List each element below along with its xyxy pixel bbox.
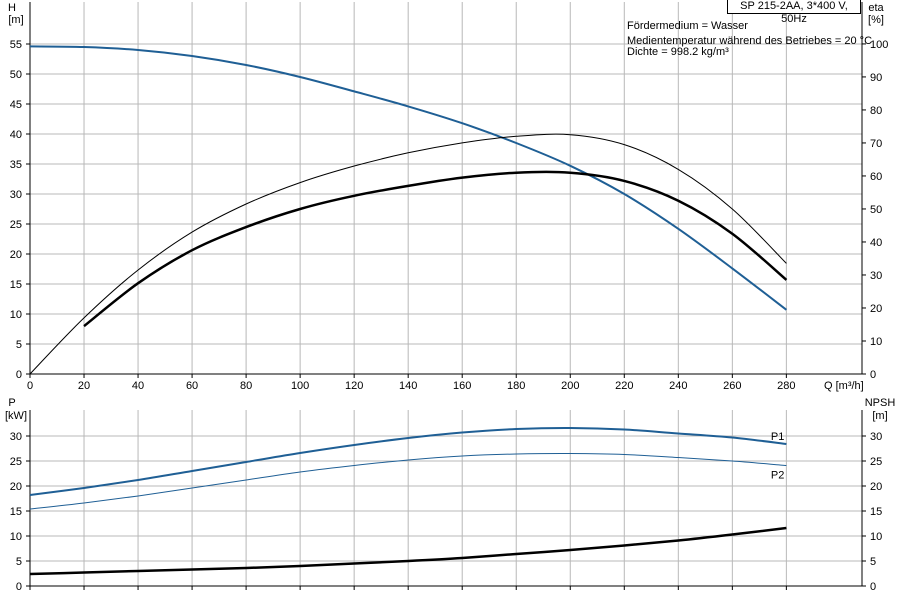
x-tick-label: 180 xyxy=(507,380,525,392)
y-left-axis-unit: [m] xyxy=(8,14,23,26)
y-left-tick-label: 5 xyxy=(16,339,22,351)
y-right-tick-label: 5 xyxy=(870,556,876,568)
x-tick-label: 200 xyxy=(561,380,579,392)
y-left-tick-label: 30 xyxy=(10,189,22,201)
y-left-axis-title: H xyxy=(8,2,16,14)
series-label-p1: P1 xyxy=(771,431,784,443)
x-tick-label: 120 xyxy=(345,380,363,392)
y-left-tick-label: 15 xyxy=(10,506,22,518)
x-tick-label: 240 xyxy=(669,380,687,392)
y-left-axis-unit: [kW] xyxy=(5,410,27,422)
x-tick-label: 20 xyxy=(78,380,90,392)
temperature-label: Medientemperatur während des Betriebes =… xyxy=(627,35,873,47)
series-line-2 xyxy=(29,133,787,375)
y-right-tick-label: 40 xyxy=(870,237,882,249)
density-label: Dichte = 998.2 kg/m³ xyxy=(627,46,729,58)
x-tick-label: 0 xyxy=(27,380,33,392)
x-tick-label: 280 xyxy=(777,380,795,392)
y-right-tick-label: 90 xyxy=(870,72,882,84)
x-tick-label: 60 xyxy=(186,380,198,392)
x-tick-label: 40 xyxy=(132,380,144,392)
series-line-npsh xyxy=(29,526,787,576)
y-right-tick-label: 30 xyxy=(870,431,882,443)
x-tick-label: 160 xyxy=(453,380,471,392)
y-right-tick-label: 20 xyxy=(870,481,882,493)
y-right-tick-label: 30 xyxy=(870,270,882,282)
y-right-axis-title: eta xyxy=(868,2,884,14)
y-right-axis-unit: [m] xyxy=(872,410,887,422)
y-left-tick-label: 0 xyxy=(16,369,22,381)
x-tick-label: 80 xyxy=(240,380,252,392)
y-right-tick-label: 25 xyxy=(870,456,882,468)
y-left-tick-label: 10 xyxy=(10,531,22,543)
y-left-tick-label: 0 xyxy=(16,581,22,593)
y-right-axis-unit: [%] xyxy=(868,14,884,26)
y-left-tick-label: 25 xyxy=(10,456,22,468)
y-left-tick-label: 45 xyxy=(10,99,22,111)
y-left-tick-label: 15 xyxy=(10,279,22,291)
y-right-tick-label: 50 xyxy=(870,204,882,216)
y-right-tick-label: 15 xyxy=(870,506,882,518)
x-tick-label: 140 xyxy=(399,380,417,392)
pump-model-label: SP 215-2AA, 3*400 V, 50Hz xyxy=(727,0,861,25)
y-left-tick-label: 35 xyxy=(10,159,22,171)
y-left-tick-label: 55 xyxy=(10,39,22,51)
x-tick-label: 260 xyxy=(723,380,741,392)
y-left-tick-label: 10 xyxy=(10,309,22,321)
series-label-p2: P2 xyxy=(771,470,784,482)
x-tick-label: 100 xyxy=(291,380,309,392)
y-left-tick-label: 25 xyxy=(10,219,22,231)
series-line-p1 xyxy=(29,426,787,496)
y-right-tick-label: 100 xyxy=(870,39,888,51)
y-right-tick-label: 10 xyxy=(870,336,882,348)
y-right-tick-label: 20 xyxy=(870,303,882,315)
y-right-tick-label: 80 xyxy=(870,105,882,117)
series-line-1 xyxy=(29,45,788,311)
y-left-tick-label: 5 xyxy=(16,556,22,568)
x-tick-label: 220 xyxy=(615,380,633,392)
y-left-tick-label: 20 xyxy=(10,249,22,261)
y-right-tick-label: 60 xyxy=(870,171,882,183)
y-right-axis-title: NPSH xyxy=(865,397,896,409)
series-line-3 xyxy=(83,170,788,328)
y-left-axis-title: P xyxy=(8,397,15,409)
y-right-tick-label: 10 xyxy=(870,531,882,543)
y-right-tick-label: 0 xyxy=(870,369,876,381)
y-left-tick-label: 30 xyxy=(10,431,22,443)
y-left-tick-label: 40 xyxy=(10,129,22,141)
series-line-p2 xyxy=(29,452,787,510)
y-left-tick-label: 50 xyxy=(10,69,22,81)
y-right-tick-label: 70 xyxy=(870,138,882,150)
medium-label: Fördermedium = Wasser xyxy=(627,20,748,32)
x-axis-label: Q [m³/h] xyxy=(824,380,864,392)
y-right-tick-label: 0 xyxy=(870,581,876,593)
y-left-tick-label: 20 xyxy=(10,481,22,493)
